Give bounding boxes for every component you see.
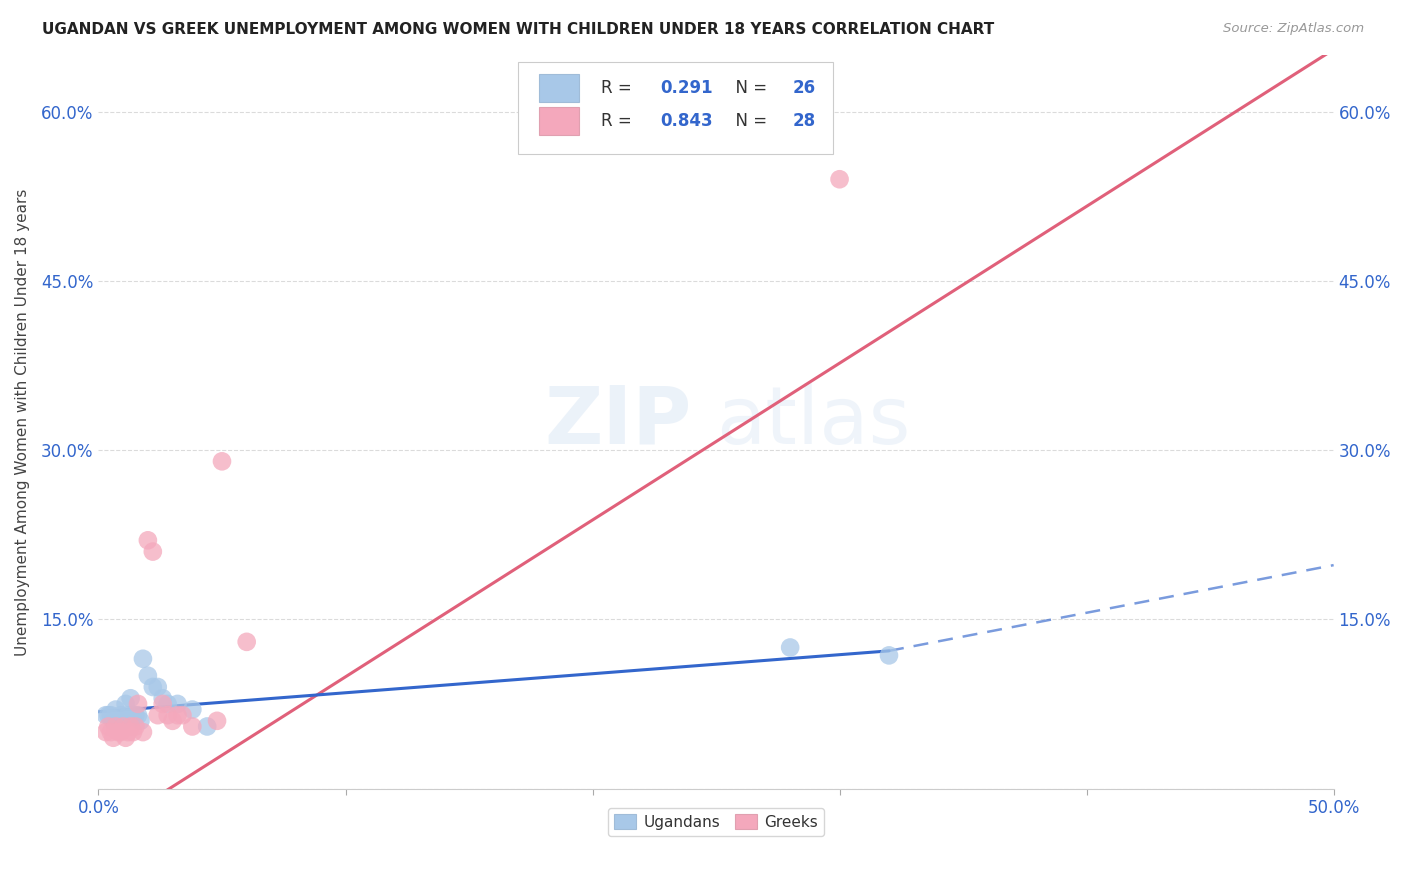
Point	[142, 544, 165, 558]
Text: N =: N =	[724, 79, 772, 97]
Point	[124, 708, 146, 723]
Point	[205, 714, 228, 728]
Point	[129, 714, 152, 728]
Point	[166, 708, 188, 723]
Text: R =: R =	[602, 112, 637, 130]
Text: ZIP: ZIP	[544, 383, 692, 461]
Point	[97, 708, 120, 723]
Point	[211, 454, 233, 468]
Point	[97, 719, 120, 733]
Point	[117, 725, 139, 739]
Point	[120, 691, 142, 706]
FancyBboxPatch shape	[519, 62, 834, 154]
Point	[122, 708, 145, 723]
Point	[127, 697, 149, 711]
Point	[117, 708, 139, 723]
Text: N =: N =	[724, 112, 772, 130]
Point	[152, 697, 174, 711]
Text: 0.843: 0.843	[661, 112, 713, 130]
FancyBboxPatch shape	[540, 107, 579, 135]
Point	[112, 714, 135, 728]
Text: 28: 28	[793, 112, 815, 130]
Point	[172, 708, 194, 723]
Point	[100, 708, 122, 723]
Text: 0.291: 0.291	[661, 79, 713, 97]
Point	[94, 708, 117, 723]
Point	[112, 719, 135, 733]
Point	[136, 533, 159, 548]
Point	[110, 708, 132, 723]
Point	[110, 725, 132, 739]
Point	[828, 172, 851, 186]
Point	[107, 725, 129, 739]
Point	[142, 680, 165, 694]
Point	[114, 697, 136, 711]
Point	[122, 725, 145, 739]
Point	[152, 691, 174, 706]
Point	[877, 648, 900, 663]
Point	[181, 719, 204, 733]
Point	[104, 702, 127, 716]
Text: 26: 26	[793, 79, 815, 97]
Point	[120, 719, 142, 733]
Point	[156, 708, 179, 723]
Point	[104, 719, 127, 733]
Point	[107, 714, 129, 728]
Point	[235, 635, 257, 649]
Point	[114, 731, 136, 745]
FancyBboxPatch shape	[540, 74, 579, 102]
Text: UGANDAN VS GREEK UNEMPLOYMENT AMONG WOMEN WITH CHILDREN UNDER 18 YEARS CORRELATI: UGANDAN VS GREEK UNEMPLOYMENT AMONG WOME…	[42, 22, 994, 37]
Point	[124, 719, 146, 733]
Point	[103, 731, 125, 745]
Point	[100, 725, 122, 739]
Point	[146, 680, 169, 694]
Point	[132, 725, 155, 739]
Point	[181, 702, 204, 716]
Point	[132, 652, 155, 666]
Point	[195, 719, 218, 733]
Text: Source: ZipAtlas.com: Source: ZipAtlas.com	[1223, 22, 1364, 36]
Point	[156, 697, 179, 711]
Point	[136, 669, 159, 683]
Text: atlas: atlas	[716, 383, 911, 461]
Point	[779, 640, 801, 655]
Point	[166, 697, 188, 711]
Point	[162, 714, 184, 728]
Point	[94, 725, 117, 739]
Point	[127, 708, 149, 723]
Y-axis label: Unemployment Among Women with Children Under 18 years: Unemployment Among Women with Children U…	[15, 188, 30, 656]
Point	[103, 714, 125, 728]
Text: R =: R =	[602, 79, 637, 97]
Point	[146, 708, 169, 723]
Legend: Ugandans, Greeks: Ugandans, Greeks	[607, 807, 824, 836]
